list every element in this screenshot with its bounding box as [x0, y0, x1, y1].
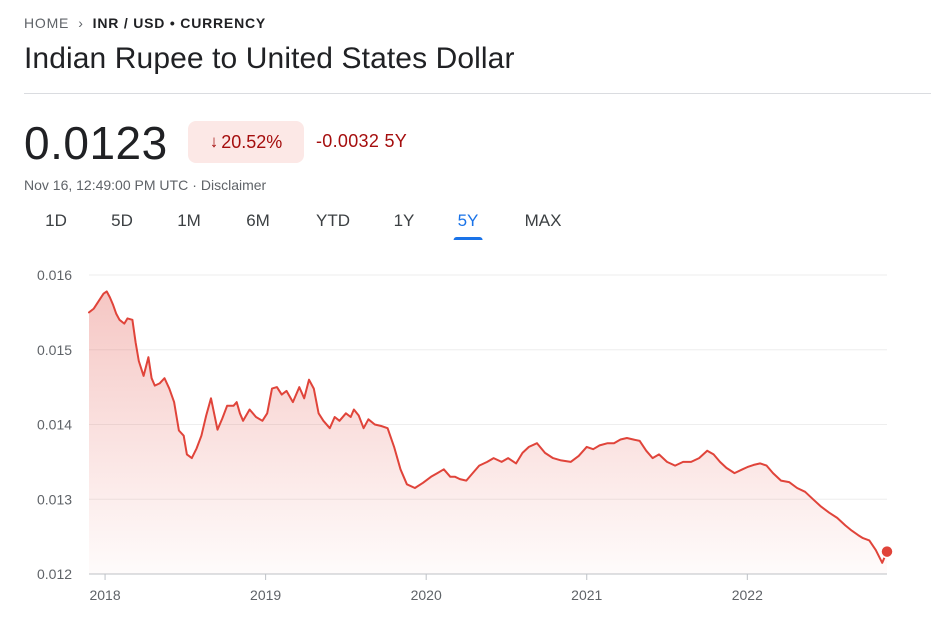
x-axis: 2018 2019 2020 2021 2022 — [89, 574, 763, 603]
x-tick-label: 2021 — [571, 587, 602, 603]
tab-5y[interactable]: 5Y — [453, 206, 483, 240]
tab-1y[interactable]: 1Y — [393, 211, 415, 230]
quote-timestamp-row: Nov 16, 12:49:00 PM UTC · Disclaimer — [24, 177, 266, 193]
separator-dot: · — [192, 177, 197, 193]
y-tick-label: 0.015 — [37, 342, 72, 358]
latest-point-marker[interactable] — [880, 544, 894, 559]
tab-max[interactable]: MAX — [524, 211, 562, 230]
y-axis: 0.016 0.015 0.014 0.013 0.012 — [37, 267, 72, 582]
tab-ytd[interactable]: YTD — [316, 211, 350, 230]
price-area-fill — [89, 291, 887, 574]
tab-1m[interactable]: 1M — [177, 211, 201, 230]
page-title: Indian Rupee to United States Dollar — [24, 42, 515, 75]
quote-timestamp: Nov 16, 12:49:00 PM UTC — [24, 177, 189, 193]
y-tick-label: 0.014 — [37, 417, 72, 433]
y-tick-label: 0.013 — [37, 491, 72, 507]
x-tick-label: 2018 — [89, 587, 120, 603]
y-tick-label: 0.016 — [37, 267, 72, 283]
tab-1d[interactable]: 1D — [45, 211, 67, 230]
price-series-line — [88, 290, 888, 564]
change-percent-value: 20.52% — [221, 131, 283, 152]
title-divider — [24, 93, 931, 94]
chevron-right-icon: › — [78, 15, 84, 31]
breadcrumb-current: INR / USD • CURRENCY — [92, 15, 267, 31]
tab-6m[interactable]: 6M — [246, 211, 270, 230]
chart-plot-area — [88, 290, 894, 574]
tab-5d[interactable]: 5D — [111, 211, 133, 230]
change-percent-badge: ↓ 20.52% — [188, 121, 304, 163]
y-tick-label: 0.012 — [37, 566, 72, 582]
range-tabs: 1D 5D 1M 6M YTD 1Y 5Y MAX — [0, 206, 931, 240]
x-tick-label: 2020 — [411, 587, 442, 603]
x-tick-label: 2022 — [732, 587, 763, 603]
disclaimer-link[interactable]: Disclaimer — [200, 177, 267, 193]
change-absolute: -0.0032 5Y — [316, 131, 408, 151]
breadcrumb-home-link[interactable]: HOME — [24, 15, 70, 31]
breadcrumb: HOME › INR / USD • CURRENCY — [24, 15, 266, 31]
arrow-down-icon: ↓ — [209, 132, 219, 151]
x-tick-label: 2019 — [250, 587, 281, 603]
current-price: 0.0123 — [24, 117, 168, 169]
